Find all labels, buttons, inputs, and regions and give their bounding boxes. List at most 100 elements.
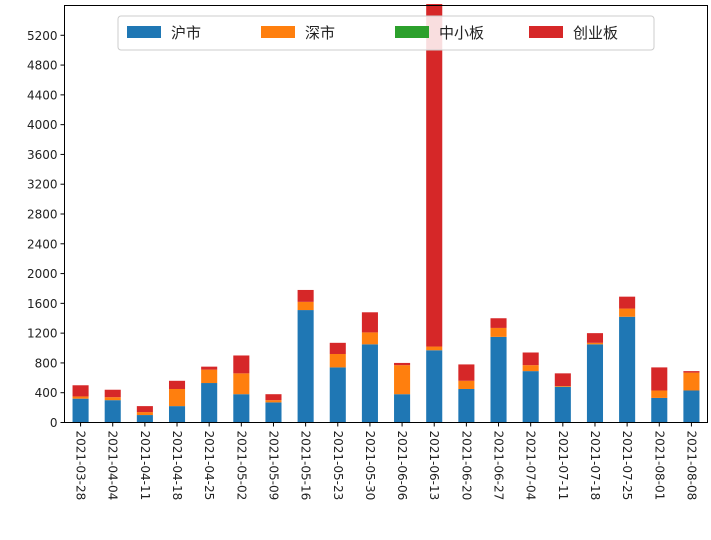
bar-segment <box>201 366 218 370</box>
bar-segment <box>297 310 314 423</box>
bar-segment <box>265 402 282 423</box>
x-tick-label: 2021-06-20 <box>459 431 473 501</box>
x-tick-label: 2021-07-25 <box>620 431 634 501</box>
bar-segment <box>201 369 218 384</box>
bar-segment <box>233 394 250 423</box>
y-tick-label: 1200 <box>27 327 58 341</box>
bar-segment <box>168 406 186 423</box>
legend-swatch <box>127 26 161 38</box>
bar-segment <box>458 380 475 389</box>
bar-segment <box>683 371 700 373</box>
x-tick-label: 2021-04-18 <box>170 431 184 501</box>
y-tick-label: 400 <box>35 386 58 400</box>
y-tick-label: 4400 <box>27 88 58 102</box>
bar-segment <box>72 396 89 399</box>
bar-segment <box>426 4 443 347</box>
x-tick-label: 2021-07-18 <box>588 431 602 501</box>
bar-segment <box>619 296 636 309</box>
x-tick-label: 2021-07-04 <box>524 431 538 501</box>
x-tick-label: 2021-05-23 <box>331 431 345 501</box>
bar-segment <box>329 367 346 423</box>
bar-segment <box>651 390 668 398</box>
bar-segment <box>619 316 636 423</box>
x-tick-label: 2021-06-13 <box>427 431 441 501</box>
y-tick-label: 0 <box>50 416 58 430</box>
bar-segment <box>265 394 282 401</box>
bar-segment <box>619 308 636 317</box>
bar-segment <box>329 342 346 354</box>
bar-segment <box>586 342 604 345</box>
y-tick-label: 2000 <box>27 267 58 281</box>
y-tick-label: 4800 <box>27 59 58 73</box>
bar-segment <box>554 386 571 387</box>
x-tick-label: 2021-06-06 <box>395 431 409 501</box>
x-tick-label: 2021-04-25 <box>202 431 216 501</box>
bar-segment <box>329 353 346 368</box>
y-tick-label: 2400 <box>27 237 58 251</box>
x-tick-label: 2021-03-28 <box>74 431 88 501</box>
bar-segment <box>136 415 153 423</box>
bar-segment <box>361 344 378 423</box>
bar-segment <box>361 332 378 345</box>
bar-segment <box>490 318 507 328</box>
plot-frame <box>64 5 708 423</box>
bar-segment <box>104 400 121 423</box>
y-tick-label: 3600 <box>27 148 58 162</box>
x-tick-label: 2021-08-08 <box>684 431 698 501</box>
bar-segment <box>168 380 186 389</box>
y-tick-label: 1600 <box>27 297 58 311</box>
x-tick-label: 2021-07-11 <box>556 431 570 501</box>
bar-segment <box>586 333 604 343</box>
legend-label: 深市 <box>305 24 335 42</box>
bar-segment <box>522 352 539 366</box>
bar-segment <box>168 388 186 407</box>
x-axis: 2021-03-28 2021-04-04 2021-04-11 2021-04-18… <box>74 422 698 501</box>
y-tick-label: 3200 <box>27 178 58 192</box>
x-tick-label: 2021-05-02 <box>234 431 248 501</box>
x-tick-label: 2021-05-09 <box>266 431 280 501</box>
bar-segment <box>522 371 539 423</box>
bar-segment <box>458 388 475 423</box>
bar-segment <box>683 390 700 423</box>
bar-segment <box>458 364 475 381</box>
x-tick-label: 2021-04-04 <box>106 431 120 501</box>
bar-segment <box>522 365 539 372</box>
bar-segment <box>554 386 571 423</box>
x-tick-label: 2021-06-27 <box>492 431 506 501</box>
legend-box <box>117 15 655 51</box>
legend-label: 创业板 <box>573 24 618 42</box>
legend-label: 沪市 <box>171 24 201 42</box>
bar-segment <box>683 372 700 391</box>
bar-segment <box>233 355 250 374</box>
bar-segment <box>651 367 668 391</box>
bars-group <box>72 4 700 423</box>
bar-segment <box>554 373 571 387</box>
bar-segment <box>651 397 668 423</box>
legend: 沪市 深市 中小板 创业板 <box>117 15 655 51</box>
bar-segment <box>233 373 250 395</box>
bar-segment <box>201 383 218 423</box>
x-tick-label: 2021-05-30 <box>363 431 377 501</box>
bar-segment <box>104 389 121 398</box>
bar-segment <box>490 336 507 423</box>
legend-label: 中小板 <box>439 24 484 42</box>
bar-segment <box>394 362 411 366</box>
y-tick-label: 2800 <box>27 208 58 222</box>
bar-segment <box>265 400 282 403</box>
bar-segment <box>297 301 314 311</box>
x-tick-label: 2021-08-01 <box>652 431 666 501</box>
x-tick-label: 2021-04-11 <box>138 431 152 501</box>
y-tick-label: 800 <box>35 356 58 370</box>
y-axis: 0 400 800 1200 1600 2000 2400 2800 3200 3600 4000 4… <box>27 29 65 430</box>
bar-segment <box>426 350 443 423</box>
bar-segment <box>136 406 153 413</box>
bar-segment <box>394 365 411 395</box>
bar-segment <box>426 346 443 351</box>
bar-segment <box>72 385 89 397</box>
legend-swatch <box>261 26 295 38</box>
legend-swatch <box>395 26 429 38</box>
bar-segment <box>104 397 121 401</box>
legend-swatch <box>529 26 563 38</box>
bar-segment <box>361 312 378 333</box>
